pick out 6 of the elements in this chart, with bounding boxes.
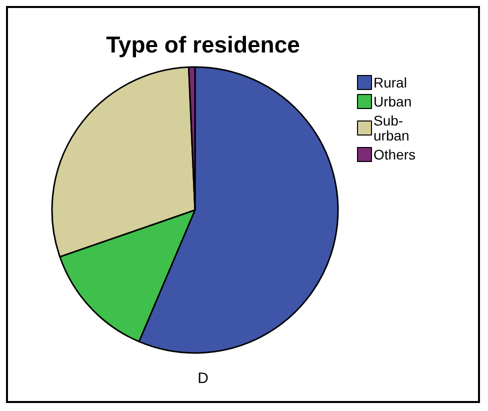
legend-label: Others — [374, 146, 416, 162]
text: D — [198, 370, 209, 387]
legend-label: Sub-urban — [374, 112, 410, 144]
legend-label: Rural — [374, 74, 407, 90]
chart-title: Type of residence — [106, 32, 300, 58]
legend-label: Urban — [374, 94, 412, 110]
